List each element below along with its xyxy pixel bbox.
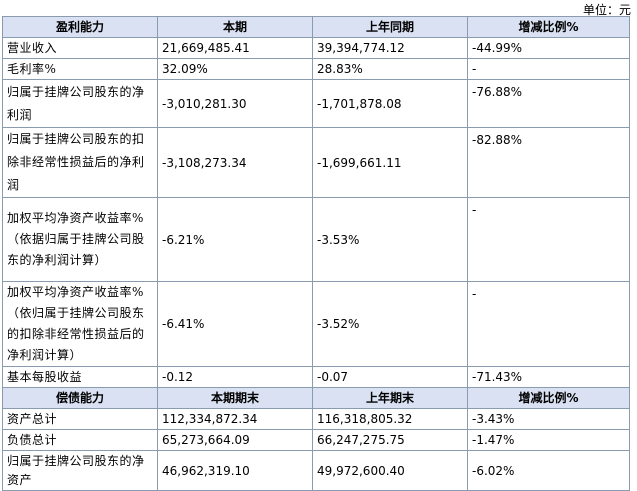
header-prior-period: 上年同期 bbox=[312, 16, 468, 38]
table-row: 负债总计 65,273,664.09 66,247,275.75 -1.47% bbox=[2, 429, 630, 451]
table-row: 资产总计 112,334,872.34 116,318,805.32 -3.43… bbox=[2, 408, 630, 430]
current-value: -6.41% bbox=[157, 281, 313, 367]
change-value: - bbox=[467, 58, 630, 80]
prior-value: -3.52% bbox=[312, 281, 468, 367]
row-label: 资产总计 bbox=[2, 408, 158, 430]
prior-value: 39,394,774.12 bbox=[312, 37, 468, 59]
prior-value: -3.53% bbox=[312, 197, 468, 282]
header-solvency: 偿债能力 bbox=[2, 387, 158, 409]
change-value: -76.88% bbox=[467, 79, 630, 128]
current-value: -3,108,273.34 bbox=[157, 127, 313, 198]
header-change-percent: 增减比例% bbox=[467, 16, 630, 38]
current-value: 32.09% bbox=[157, 58, 313, 80]
row-label: 负债总计 bbox=[2, 429, 158, 451]
header-change-percent: 增减比例% bbox=[467, 387, 630, 409]
solvency-header-row: 偿债能力 本期期末 上年期末 增减比例% bbox=[2, 387, 630, 409]
row-label: 归属于挂牌公司股东的净资产 bbox=[2, 450, 158, 491]
table-row: 毛利率% 32.09% 28.83% - bbox=[2, 58, 630, 80]
change-value: - bbox=[467, 197, 630, 282]
row-label: 加权平均净资产收益率%（依归属于挂牌公司股东的扣除非经常性损益后的净利润计算） bbox=[2, 281, 158, 367]
header-prior-year-end: 上年期末 bbox=[312, 387, 468, 409]
current-value: -3,010,281.30 bbox=[157, 79, 313, 128]
table-row: 营业收入 21,669,485.41 39,394,774.12 -44.99% bbox=[2, 37, 630, 59]
change-value: -3.43% bbox=[467, 408, 630, 430]
table-row: 归属于挂牌公司股东的净资产 46,962,319.10 49,972,600.4… bbox=[2, 450, 630, 491]
change-value: - bbox=[467, 281, 630, 367]
current-value: 46,962,319.10 bbox=[157, 450, 313, 491]
change-value: -1.47% bbox=[467, 429, 630, 451]
prior-value: 49,972,600.40 bbox=[312, 450, 468, 491]
prior-value: 66,247,275.75 bbox=[312, 429, 468, 451]
table-row: 归属于挂牌公司股东的扣除非经常性损益后的净利润 -3,108,273.34 -1… bbox=[2, 127, 630, 198]
table-row: 归属于挂牌公司股东的净利润 -3,010,281.30 -1,701,878.0… bbox=[2, 79, 630, 128]
change-value: -71.43% bbox=[467, 366, 630, 388]
row-label: 加权平均净资产收益率%（依据归属于挂牌公司股东的净利润计算） bbox=[2, 197, 158, 282]
profitability-header-row: 盈利能力 本期 上年同期 增减比例% bbox=[2, 16, 630, 38]
prior-value: -0.07 bbox=[312, 366, 468, 388]
row-label: 基本每股收益 bbox=[2, 366, 158, 388]
prior-value: 28.83% bbox=[312, 58, 468, 80]
prior-value: 116,318,805.32 bbox=[312, 408, 468, 430]
current-value: -0.12 bbox=[157, 366, 313, 388]
table-row: 加权平均净资产收益率%（依归属于挂牌公司股东的扣除非经常性损益后的净利润计算） … bbox=[2, 281, 630, 367]
header-profitability: 盈利能力 bbox=[2, 16, 158, 38]
unit-label: 单位：元 bbox=[582, 3, 631, 17]
row-label: 归属于挂牌公司股东的净利润 bbox=[2, 79, 158, 128]
change-value: -6.02% bbox=[467, 450, 630, 491]
header-period-end: 本期期末 bbox=[157, 387, 313, 409]
current-value: 65,273,664.09 bbox=[157, 429, 313, 451]
prior-value: -1,699,661.11 bbox=[312, 127, 468, 198]
table-row: 基本每股收益 -0.12 -0.07 -71.43% bbox=[2, 366, 630, 388]
row-label: 归属于挂牌公司股东的扣除非经常性损益后的净利润 bbox=[2, 127, 158, 198]
prior-value: -1,701,878.08 bbox=[312, 79, 468, 128]
current-value: -6.21% bbox=[157, 197, 313, 282]
current-value: 21,669,485.41 bbox=[157, 37, 313, 59]
financial-table: 盈利能力 本期 上年同期 增减比例% 营业收入 21,669,485.41 39… bbox=[2, 16, 630, 491]
table-row: 加权平均净资产收益率%（依据归属于挂牌公司股东的净利润计算） -6.21% -3… bbox=[2, 197, 630, 282]
row-label: 毛利率% bbox=[2, 58, 158, 80]
change-value: -44.99% bbox=[467, 37, 630, 59]
change-value: -82.88% bbox=[467, 127, 630, 198]
row-label: 营业收入 bbox=[2, 37, 158, 59]
header-current-period: 本期 bbox=[157, 16, 313, 38]
current-value: 112,334,872.34 bbox=[157, 408, 313, 430]
